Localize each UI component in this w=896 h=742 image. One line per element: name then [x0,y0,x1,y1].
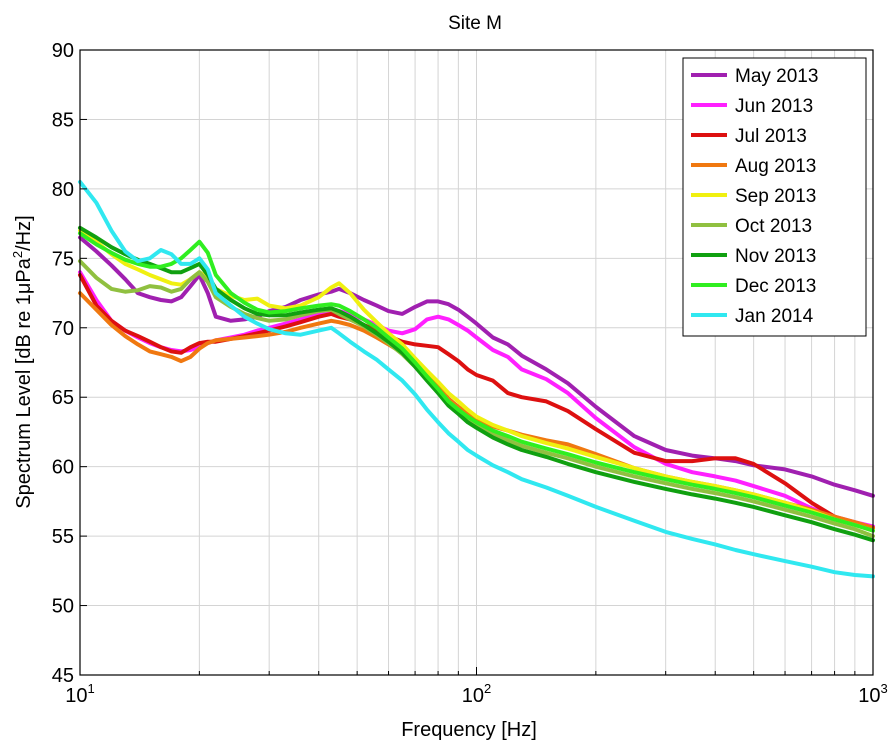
y-axis-label-mu: μ [13,283,35,295]
y-tick-label: 65 [52,387,74,409]
grid-lines [79,49,873,676]
series-lines [78,179,875,579]
y-tick-label: 90 [52,40,74,62]
y-tick-label: 70 [52,318,74,340]
y-axis-label-suffix: /Hz] [13,215,35,251]
series-line-8 [78,179,875,579]
x-axis-label: Frequency [Hz] [401,719,537,741]
y-tick-label: 85 [52,109,74,131]
y-tick-label: 45 [52,665,74,687]
y-axis-label-sup: 2 [10,251,25,258]
series-line-6 [78,225,875,543]
y-tick-label: 50 [52,596,74,618]
y-tick-label: 55 [52,526,74,548]
legend-label: Sep 2013 [735,186,816,207]
y-axis-label-prefix: Spectrum Level [dB re 1 [13,294,35,509]
y-tick-label: 60 [52,457,74,479]
y-axis-label-pa: Pa [13,257,35,282]
legend-label: Nov 2013 [735,246,816,267]
y-axis-label: Spectrum Level [dB re 1μPa2/Hz] [10,215,35,508]
series-line-0 [78,235,875,498]
chart-title: Site M [448,13,502,34]
legend-label: Oct 2013 [735,216,812,237]
axis-ticks: 45 50 55 60 65 70 75 80 85 90 101 102 103 [52,40,888,707]
y-tick-label: 80 [52,179,74,201]
legend-label: May 2013 [735,66,818,87]
legend-label: Jul 2013 [735,126,807,147]
x-tick-label: 103 [858,681,887,707]
legend-label: Dec 2013 [735,276,816,297]
x-tick-label: 101 [65,681,94,707]
y-tick-label: 75 [52,248,74,270]
series-line-7 [78,231,875,533]
legend-label: Jun 2013 [735,96,813,117]
x-tick-label: 102 [462,681,491,707]
legend-label: Aug 2013 [735,156,816,177]
legend: May 2013 Jun 2013 Jul 2013 Aug 2013 Sep 2013… [682,57,867,337]
legend-label: Jan 2014 [735,306,814,327]
